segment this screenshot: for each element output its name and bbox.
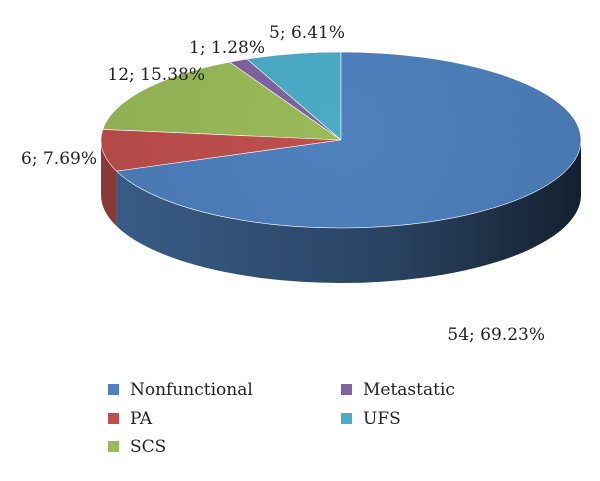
data-label-scs: 12; 15.38% — [107, 65, 205, 85]
legend-swatch-scs — [108, 441, 119, 452]
pie-side-nonfunctional — [116, 140, 581, 284]
legend-label-nonfunctional: Nonfunctional — [130, 380, 253, 400]
pie-slice-nonfunctional — [115, 51, 582, 229]
legend-label-pa: PA — [130, 409, 153, 429]
pie-side-walls — [101, 140, 581, 284]
pie-top — [100, 51, 582, 229]
data-label-metastatic: 1; 1.28% — [189, 38, 265, 58]
legend-label-ufs: UFS — [363, 409, 401, 429]
legend-label-metastatic: Metastatic — [363, 380, 455, 400]
legend-label-scs: SCS — [130, 437, 166, 457]
data-label-pa: 6; 7.69% — [21, 149, 97, 169]
legend: Nonfunctional PA SCS Metastatic UFS — [108, 380, 455, 457]
legend-swatch-metastatic — [341, 384, 352, 395]
legend-swatch-pa — [108, 413, 119, 424]
legend-swatch-ufs — [341, 413, 352, 424]
legend-swatch-nonfunctional — [108, 384, 119, 395]
data-labels: 54; 69.23% 6; 7.69% 12; 15.38% 1; 1.28%5; 6… — [21, 23, 545, 345]
pie-slice-scs — [102, 61, 343, 141]
data-label-nonfunctional: 54; 69.23% — [447, 325, 545, 345]
pie-slice-pa — [100, 129, 342, 172]
data-label-ufs: 5; 6.41% — [269, 23, 345, 43]
pie-side-pa — [101, 140, 117, 227]
